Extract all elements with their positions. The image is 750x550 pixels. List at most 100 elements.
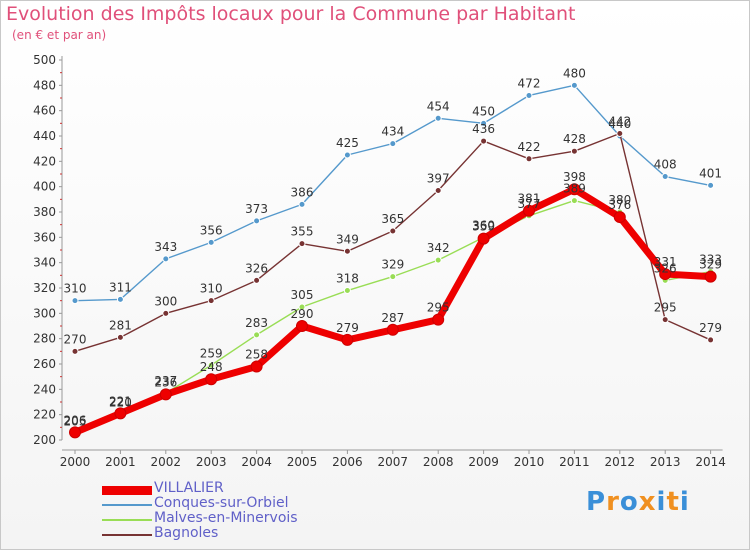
x-tick-label-2006: 2006 (332, 455, 363, 469)
value-label-bagnoles-2014: 279 (699, 321, 722, 335)
value-label-villalier-2003: 248 (200, 360, 223, 374)
y-tick-label-360: 360 (33, 230, 56, 244)
y-tick-label-440: 440 (33, 129, 56, 143)
legend-swatch-villalier (102, 486, 152, 495)
y-tick-label-480: 480 (33, 78, 56, 92)
value-label-conques-sur-orbiel-2008: 454 (427, 99, 450, 113)
value-label-conques-sur-orbiel-2010: 472 (518, 76, 541, 90)
point-conques-sur-orbiel-2004 (253, 217, 261, 225)
point-villalier-2002 (159, 388, 172, 401)
value-label-villalier-2012: 376 (608, 198, 631, 212)
value-label-villalier-2006: 279 (336, 321, 359, 335)
point-malves-en-minervois-2011 (570, 197, 578, 205)
y-tick-label-260: 260 (33, 357, 56, 371)
x-tick-label-2013: 2013 (650, 455, 681, 469)
value-label-malves-en-minervois-2002: 237 (154, 374, 177, 388)
point-conques-sur-orbiel-2014 (707, 181, 715, 189)
value-label-conques-sur-orbiel-2001: 311 (109, 280, 132, 294)
value-label-bagnoles-2001: 281 (109, 318, 132, 332)
point-villalier-2004 (250, 360, 263, 373)
value-label-bagnoles-2012: 442 (608, 114, 631, 128)
value-label-malves-en-minervois-2012: 380 (608, 193, 631, 207)
value-label-malves-en-minervois-2004: 283 (245, 316, 268, 330)
value-label-conques-sur-orbiel-2007: 434 (381, 125, 404, 139)
value-label-bagnoles-2000: 270 (64, 332, 87, 346)
point-conques-sur-orbiel-2009 (480, 119, 488, 127)
value-label-conques-sur-orbiel-2003: 356 (200, 223, 223, 237)
value-label-malves-en-minervois-2007: 329 (381, 258, 404, 272)
y-tick-label-240: 240 (33, 382, 56, 396)
point-bagnoles-2005 (298, 240, 306, 248)
value-label-conques-sur-orbiel-2014: 401 (699, 166, 722, 180)
y-tick-label-460: 460 (33, 104, 56, 118)
point-malves-en-minervois-2005 (298, 303, 306, 311)
value-label-villalier-2008: 295 (427, 301, 450, 315)
value-label-malves-en-minervois-2013: 326 (654, 261, 677, 275)
value-label-conques-sur-orbiel-2005: 386 (291, 185, 314, 199)
y-tick-label-300: 300 (33, 306, 56, 320)
point-villalier-2010 (523, 204, 535, 217)
value-label-bagnoles-2009: 436 (472, 122, 495, 136)
point-villalier-2006 (341, 333, 354, 346)
point-villalier-2008 (432, 313, 445, 326)
x-tick-label-2011: 2011 (559, 455, 590, 469)
point-conques-sur-orbiel-2000 (71, 297, 79, 305)
value-label-malves-en-minervois-2014: 333 (699, 253, 722, 267)
value-label-villalier-2004: 258 (245, 348, 268, 362)
legend-label-conques: Conques-sur-Orbiel (154, 495, 289, 511)
point-bagnoles-2004 (253, 276, 261, 284)
value-label-malves-en-minervois-2006: 318 (336, 272, 359, 286)
point-villalier-2005 (296, 320, 308, 332)
x-tick-label-2010: 2010 (514, 455, 545, 469)
value-label-malves-en-minervois-2009: 360 (472, 218, 495, 232)
value-label-villalier-2007: 287 (381, 311, 404, 325)
point-malves-en-minervois-2004 (253, 331, 261, 339)
point-malves-en-minervois-2008 (434, 256, 442, 264)
value-label-malves-en-minervois-2003: 259 (200, 346, 223, 360)
x-tick-label-2014: 2014 (695, 455, 726, 469)
y-tick-label-400: 400 (33, 180, 56, 194)
point-villalier-2007 (386, 323, 399, 336)
y-tick-label-200: 200 (33, 433, 56, 447)
value-label-conques-sur-orbiel-2006: 425 (336, 136, 359, 150)
value-label-villalier-2005: 290 (291, 307, 314, 321)
x-tick-label-2004: 2004 (241, 455, 272, 469)
point-bagnoles-2013 (661, 316, 669, 324)
value-label-bagnoles-2004: 326 (245, 261, 268, 275)
value-label-malves-en-minervois-2000: 205 (64, 415, 87, 429)
value-label-bagnoles-2006: 349 (336, 232, 359, 246)
axes: 2002202402602803003203403603804004204404… (33, 53, 726, 469)
point-conques-sur-orbiel-2010 (525, 91, 533, 99)
value-label-villalier-2002: 236 (154, 375, 177, 389)
point-conques-sur-orbiel-2013 (661, 173, 669, 181)
point-conques-sur-orbiel-2001 (116, 295, 124, 303)
y-tick-label-280: 280 (33, 332, 56, 346)
value-label-villalier-2001: 221 (109, 394, 132, 408)
point-malves-en-minervois-2006 (343, 287, 351, 295)
value-label-conques-sur-orbiel-2013: 408 (654, 158, 677, 172)
point-villalier-2001 (114, 407, 127, 420)
value-label-bagnoles-2013: 295 (654, 301, 677, 315)
point-bagnoles-2014 (707, 336, 715, 344)
point-conques-sur-orbiel-2006 (343, 151, 351, 159)
point-malves-en-minervois-2003 (207, 361, 215, 369)
point-villalier-2011 (568, 183, 581, 196)
x-tick-label-2009: 2009 (468, 455, 499, 469)
value-label-villalier-2010: 381 (518, 192, 541, 206)
point-bagnoles-2001 (116, 333, 124, 341)
value-label-villalier-2013: 331 (654, 255, 677, 269)
value-label-bagnoles-2008: 397 (427, 171, 450, 185)
point-malves-en-minervois-2007 (389, 273, 397, 281)
point-bagnoles-2009 (480, 137, 488, 145)
point-bagnoles-2008 (434, 186, 442, 194)
y-tick-label-340: 340 (33, 256, 56, 270)
value-label-malves-en-minervois-2005: 305 (291, 288, 314, 302)
proxiti-logo[interactable]: Proxiti (586, 487, 690, 517)
point-conques-sur-orbiel-2005 (298, 200, 306, 208)
value-label-conques-sur-orbiel-2002: 343 (154, 240, 177, 254)
point-conques-sur-orbiel-2002 (162, 255, 170, 263)
legend-swatch-conques (102, 504, 152, 506)
y-tick-label-380: 380 (33, 205, 56, 219)
